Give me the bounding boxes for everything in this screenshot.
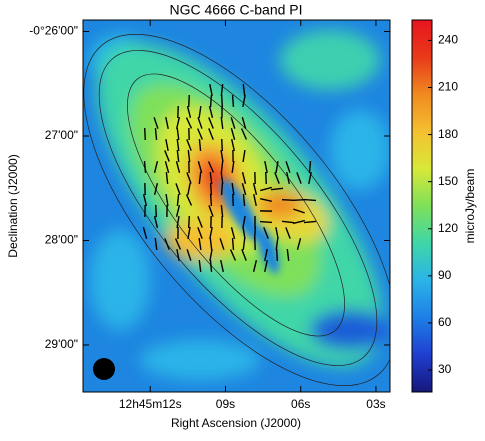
vector (211, 194, 212, 206)
vector (145, 161, 146, 173)
x-axis-label: Right Ascension (J2000) (171, 416, 301, 430)
colorbar-tick-label: 210 (438, 80, 458, 94)
vector (282, 200, 294, 201)
vector (266, 172, 267, 184)
vector (145, 128, 146, 140)
vector (189, 216, 190, 228)
y-tick-label: -0°26'00" (29, 24, 78, 38)
x-tick-label: 12h45m12s (119, 397, 182, 411)
chart-title: NGC 4666 C-band PI (169, 2, 302, 18)
vector (304, 200, 316, 201)
vector (255, 227, 256, 239)
y-axis-label: Declination (J2000) (6, 154, 20, 257)
vector (156, 205, 157, 217)
vector (222, 139, 223, 151)
y-tick-label: 28'00" (45, 233, 78, 247)
vector (222, 183, 223, 195)
vector (293, 200, 305, 201)
vector (233, 95, 234, 107)
x-tick-label: 03s (366, 397, 385, 411)
vector (211, 95, 212, 107)
colorbar-tick-label: 30 (438, 362, 452, 376)
colorbar (412, 20, 432, 392)
map (29, 0, 451, 436)
colorbar-tick-label: 90 (438, 268, 452, 282)
y-tick-label: 29'00" (45, 337, 78, 351)
vector (233, 238, 234, 250)
vector (260, 222, 272, 223)
colorbar-tick-label: 120 (438, 221, 458, 235)
vector (211, 183, 212, 195)
vector (222, 95, 223, 107)
vector (189, 95, 190, 107)
colorbar-tick-label: 180 (438, 127, 458, 141)
x-tick-label: 09s (216, 397, 235, 411)
beam (93, 358, 115, 380)
colorbar-tick-label: 240 (438, 33, 458, 47)
colorbar-tick-label: 60 (438, 315, 452, 329)
colorbar-tick-label: 150 (438, 174, 458, 188)
y-tick-label: 27'00" (45, 128, 78, 142)
vector (277, 249, 278, 261)
colorbar-label: microJy/beam (463, 169, 477, 244)
x-tick-label: 06s (291, 397, 310, 411)
